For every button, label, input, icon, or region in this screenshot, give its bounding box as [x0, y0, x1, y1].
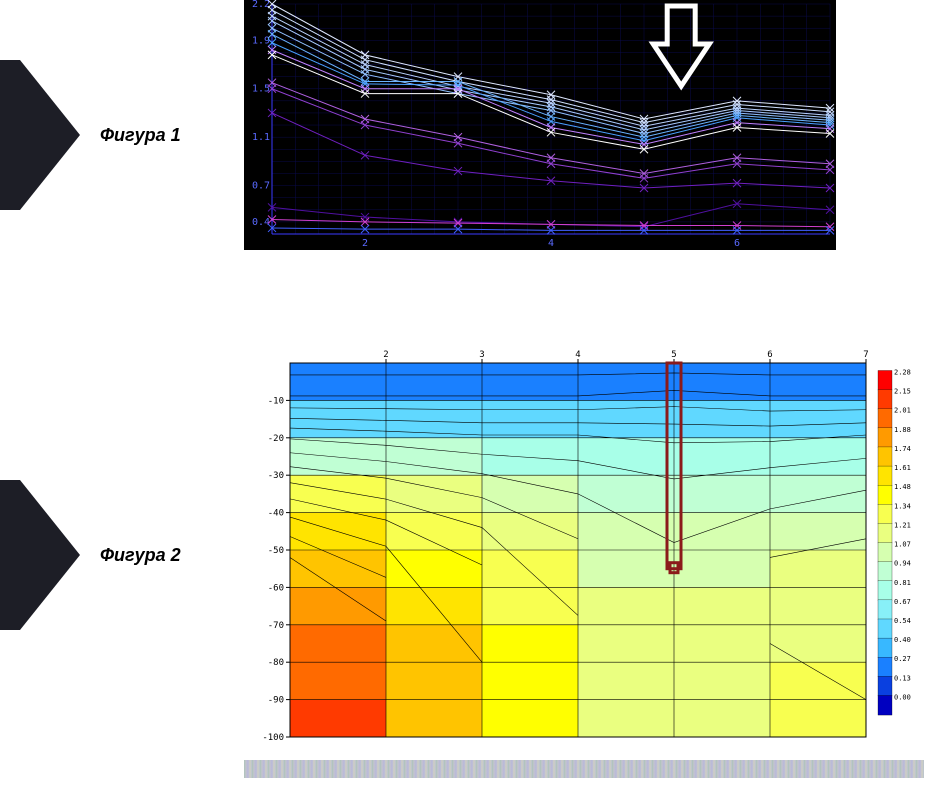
- svg-text:1.5: 1.5: [252, 84, 270, 95]
- svg-text:2.2: 2.2: [252, 0, 270, 10]
- svg-text:4: 4: [575, 350, 580, 360]
- hex-icon: [0, 60, 80, 210]
- svg-text:3: 3: [479, 350, 484, 360]
- svg-text:5: 5: [671, 350, 676, 360]
- svg-text:0.94: 0.94: [894, 560, 911, 568]
- svg-text:2.01: 2.01: [894, 407, 911, 415]
- svg-text:1.9: 1.9: [252, 35, 270, 46]
- svg-text:2.28: 2.28: [894, 368, 911, 376]
- svg-text:0.67: 0.67: [894, 598, 911, 606]
- figure2-heatmap: 2 3 4 5 6 7 -10 -20 -30 -40 -50 -60 -70 -80 -90 -100 2.2…: [244, 345, 924, 745]
- svg-text:1.1: 1.1: [252, 132, 270, 143]
- svg-text:1.34: 1.34: [894, 502, 911, 510]
- svg-text:7: 7: [863, 350, 868, 360]
- svg-text:-30: -30: [268, 471, 284, 481]
- svg-text:-20: -20: [268, 434, 284, 444]
- noise-strip: [244, 760, 924, 778]
- svg-text:0.13: 0.13: [894, 674, 911, 682]
- figure2-svg: 2 3 4 5 6 7 -10 -20 -30 -40 -50 -60 -70 -80 -90 -100 2.2…: [244, 345, 924, 745]
- svg-text:-70: -70: [268, 621, 284, 631]
- svg-text:0.81: 0.81: [894, 579, 911, 587]
- figure2-label-block: Фигура 2: [0, 480, 210, 630]
- svg-text:2: 2: [383, 350, 388, 360]
- svg-text:-40: -40: [268, 509, 284, 519]
- svg-text:6: 6: [734, 238, 740, 249]
- svg-text:0.00: 0.00: [894, 693, 911, 701]
- svg-text:-80: -80: [268, 658, 284, 668]
- svg-text:1.88: 1.88: [894, 426, 911, 434]
- svg-text:0.27: 0.27: [894, 655, 911, 663]
- figure1-label-block: Фигура 1: [0, 60, 210, 210]
- figure2-caption: Фигура 2: [100, 545, 181, 566]
- figure1-line-chart: 0.4 0.7 1.1 1.5 1.9 2.2 2 4 6: [244, 0, 836, 250]
- figure1-svg: 0.4 0.7 1.1 1.5 1.9 2.2 2 4 6: [244, 0, 836, 250]
- svg-text:-10: -10: [268, 396, 284, 406]
- svg-text:4: 4: [548, 238, 554, 249]
- svg-text:-60: -60: [268, 583, 284, 593]
- figure1-caption: Фигура 1: [100, 125, 181, 146]
- hex-icon: [0, 480, 80, 630]
- svg-text:2: 2: [362, 238, 368, 249]
- svg-text:0.40: 0.40: [894, 636, 911, 644]
- svg-text:1.07: 1.07: [894, 541, 911, 549]
- svg-text:1.74: 1.74: [894, 445, 911, 453]
- svg-text:-90: -90: [268, 696, 284, 706]
- svg-text:1.61: 1.61: [894, 464, 911, 472]
- svg-text:-100: -100: [262, 733, 284, 743]
- svg-text:0.54: 0.54: [894, 617, 911, 625]
- svg-text:-50: -50: [268, 546, 284, 556]
- svg-text:0.7: 0.7: [252, 181, 270, 192]
- svg-text:1.48: 1.48: [894, 483, 911, 491]
- svg-text:1.21: 1.21: [894, 521, 911, 529]
- svg-text:2.15: 2.15: [894, 388, 911, 396]
- svg-text:0.4: 0.4: [252, 217, 270, 228]
- svg-text:6: 6: [767, 350, 772, 360]
